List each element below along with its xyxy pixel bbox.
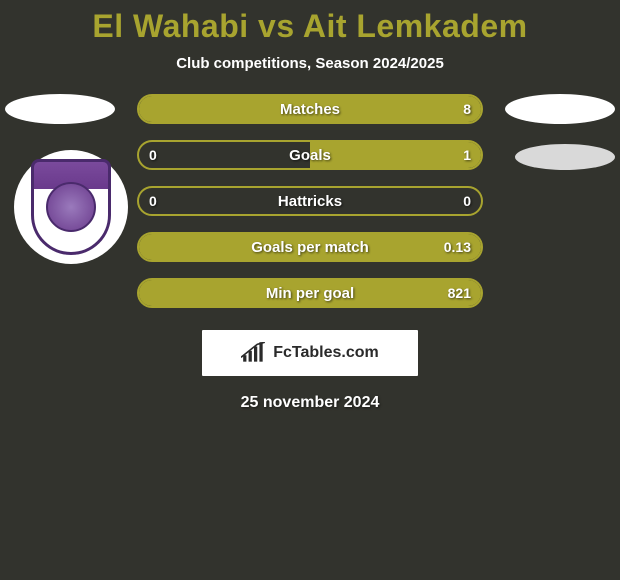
page-title: El Wahabi vs Ait Lemkadem <box>0 8 620 45</box>
club-logo-left <box>14 150 128 264</box>
stat-value-right: 1 <box>463 147 471 163</box>
stat-label: Goals <box>289 147 331 164</box>
stat-row: Min per goal 821 <box>137 278 483 308</box>
stat-row: Matches 8 <box>137 94 483 124</box>
stat-row: 0 Goals 1 <box>137 140 483 170</box>
watermark: FcTables.com <box>202 330 418 376</box>
stat-label: Min per goal <box>266 285 354 302</box>
stat-label: Goals per match <box>251 239 369 256</box>
stat-value-left: 0 <box>149 193 157 209</box>
subtitle: Club competitions, Season 2024/2025 <box>0 55 620 72</box>
player-right-badge <box>505 94 615 124</box>
stats-area: Matches 8 0 Goals 1 0 Hattricks 0 Goals per matc… <box>0 94 620 308</box>
stat-value-right: 821 <box>448 285 471 301</box>
comparison-card: El Wahabi vs Ait Lemkadem Club competiti… <box>0 0 620 412</box>
stat-row: 0 Hattricks 0 <box>137 186 483 216</box>
club-crest-icon <box>31 159 111 255</box>
stat-value-right: 8 <box>463 101 471 117</box>
stat-value-right: 0 <box>463 193 471 209</box>
stat-value-right: 0.13 <box>444 239 471 255</box>
bar-chart-icon <box>241 342 267 364</box>
stat-label: Hattricks <box>278 193 342 210</box>
stat-fill <box>310 142 481 168</box>
date-label: 25 november 2024 <box>0 394 620 412</box>
stat-row: Goals per match 0.13 <box>137 232 483 262</box>
stat-value-left: 0 <box>149 147 157 163</box>
stat-label: Matches <box>280 101 340 118</box>
stat-rows: Matches 8 0 Goals 1 0 Hattricks 0 Goals per matc… <box>137 94 483 308</box>
watermark-text: FcTables.com <box>273 344 379 362</box>
player-right-badge-secondary <box>515 144 615 170</box>
player-left-badge <box>5 94 115 124</box>
